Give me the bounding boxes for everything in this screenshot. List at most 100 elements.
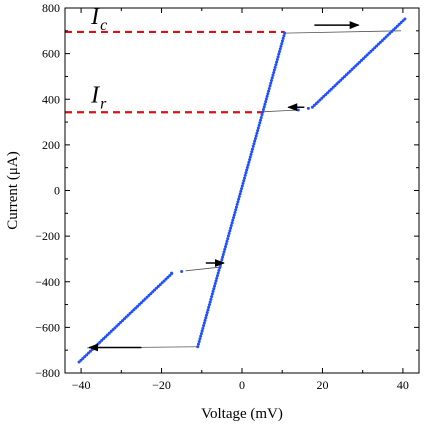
- data-point: [393, 26, 397, 30]
- jump-lines: [87, 30, 401, 349]
- data-point: [275, 60, 279, 64]
- data-point: [115, 324, 119, 328]
- data-point: [265, 94, 269, 98]
- data-point: [196, 345, 200, 349]
- data-point: [392, 28, 396, 32]
- data-point: [224, 242, 228, 246]
- data-point: [254, 134, 258, 138]
- data-point: [111, 328, 115, 332]
- data-point: [399, 21, 403, 25]
- data-point: [259, 118, 263, 122]
- data-point: [204, 316, 208, 320]
- data-point: [348, 69, 352, 73]
- data-point: [128, 311, 132, 315]
- data-point: [223, 247, 227, 251]
- data-point: [170, 271, 174, 275]
- data-point: [102, 337, 106, 341]
- data-point: [264, 100, 268, 104]
- y-tick-label: 400: [42, 92, 60, 106]
- data-point: [375, 44, 379, 48]
- data-point: [234, 208, 238, 212]
- data-point: [245, 166, 249, 170]
- data-point: [143, 297, 147, 301]
- x-axis-label: Voltage (mV): [201, 406, 283, 422]
- data-point: [361, 57, 365, 61]
- data-point: [243, 173, 247, 177]
- data-point: [214, 279, 218, 283]
- data-point: [275, 57, 279, 61]
- data-point: [306, 106, 310, 110]
- data-point: [228, 229, 232, 233]
- data-point: [255, 131, 259, 135]
- data-point: [253, 139, 257, 143]
- data-point: [258, 121, 262, 125]
- data-point: [318, 98, 322, 102]
- data-point: [104, 335, 108, 339]
- y-tick-label: 600: [42, 47, 60, 61]
- data-point: [215, 274, 219, 278]
- data-point: [322, 94, 326, 98]
- data-point: [200, 329, 204, 333]
- data-point: [124, 315, 128, 319]
- data-point: [213, 282, 217, 286]
- data-point: [202, 324, 206, 328]
- y-tick-label: −200: [35, 229, 60, 243]
- data-point: [401, 19, 405, 23]
- data-point: [77, 360, 81, 364]
- axis-ticks: [65, 7, 419, 374]
- data-point: [354, 64, 358, 68]
- data-point: [397, 22, 401, 26]
- data-point: [180, 269, 184, 273]
- y-tick-label: −600: [35, 320, 60, 334]
- data-point: [269, 81, 273, 85]
- y-axis-label: Current (μA): [5, 151, 21, 229]
- data-point: [273, 65, 277, 69]
- data-point: [242, 176, 246, 180]
- data-point: [164, 277, 168, 281]
- annotation-subscript: c: [100, 17, 107, 34]
- data-point: [162, 279, 166, 283]
- data-point: [211, 289, 215, 293]
- data-point: [344, 73, 348, 77]
- data-point: [335, 82, 339, 86]
- data-point: [226, 237, 230, 241]
- data-point: [378, 40, 382, 44]
- data-point: [221, 255, 225, 259]
- data-point: [202, 321, 206, 325]
- data-point: [320, 96, 324, 100]
- data-point: [145, 295, 149, 299]
- data-point: [369, 49, 373, 53]
- data-point: [272, 71, 276, 75]
- data-point: [263, 102, 267, 106]
- data-point: [81, 356, 85, 360]
- data-point: [210, 292, 214, 296]
- data-point: [276, 55, 280, 59]
- data-point: [252, 142, 256, 146]
- x-tick-label: −20: [152, 378, 171, 392]
- data-point: [310, 105, 314, 109]
- data-point: [264, 97, 268, 101]
- y-tick-label: 0: [54, 184, 60, 198]
- data-point: [373, 46, 377, 50]
- axis-text: −40 −20 0 20 40−800−600−400−2000200400600800…: [5, 1, 409, 422]
- data-point: [283, 31, 287, 35]
- data-point: [333, 84, 337, 88]
- jump-line: [284, 30, 401, 34]
- data-point: [231, 218, 235, 222]
- data-point: [382, 37, 386, 41]
- y-tick-label: −400: [35, 275, 60, 289]
- data-point: [395, 24, 399, 28]
- data-point: [365, 53, 369, 57]
- data-point: [220, 258, 224, 262]
- data-point: [198, 337, 202, 341]
- data-point: [278, 47, 282, 51]
- data-point: [154, 286, 158, 290]
- data-point: [359, 58, 363, 62]
- data-point: [247, 160, 251, 164]
- data-point: [327, 89, 331, 93]
- x-tick-label: 0: [239, 378, 245, 392]
- data-point: [246, 163, 250, 167]
- data-point: [168, 274, 172, 278]
- data-point: [312, 103, 316, 107]
- data-point: [225, 239, 229, 243]
